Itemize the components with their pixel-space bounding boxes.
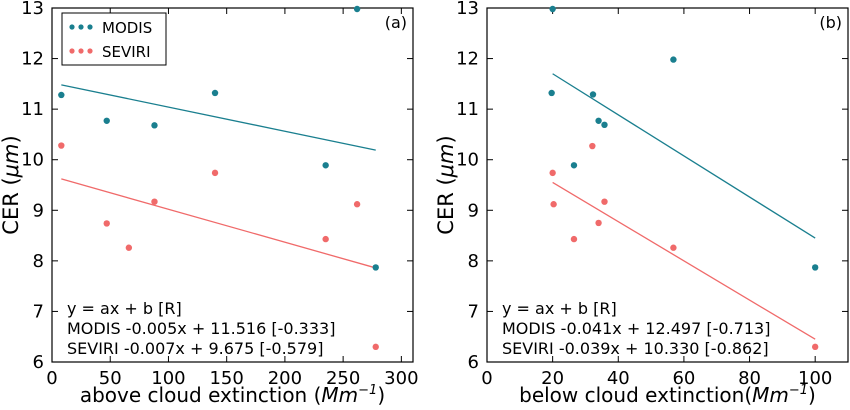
- chart-panel-a: 0 50 100 150 200 250 300 6 7 8 9 10 11 12 13 above clou…: [0, 0, 419, 407]
- modis-point: [811, 264, 819, 271]
- seviri-fit-equation: SEVIRI -0.039x + 10.330 [-0.862]: [502, 339, 769, 358]
- seviri-point: [595, 219, 602, 227]
- seviri-point: [670, 244, 677, 251]
- x-tick-label: 0: [46, 368, 57, 389]
- seviri-legend-marker: [78, 48, 84, 54]
- x-axis-label: above cloud extinction (Mm−1): [80, 383, 385, 407]
- modis-point: [570, 162, 578, 169]
- seviri-point: [211, 169, 219, 177]
- x-tick-label: 100: [798, 368, 832, 389]
- seviri-point: [322, 235, 329, 243]
- x-tick-label: 80: [738, 368, 761, 389]
- y-axis-label: CER (μm): [0, 135, 23, 234]
- modis-point: [549, 5, 556, 13]
- panel-label: (b): [819, 13, 842, 32]
- modis-legend-marker: [87, 24, 93, 30]
- y-tick-label: 9: [468, 200, 479, 221]
- modis-point: [58, 91, 65, 99]
- legend: MODIS SEVIRI: [61, 12, 167, 66]
- y-tick-label: 6: [468, 352, 479, 373]
- x-tick-label: 150: [209, 368, 243, 389]
- modis-legend-marker: [78, 24, 84, 30]
- y-tick-label: 7: [33, 301, 44, 322]
- modis-point: [548, 89, 555, 97]
- seviri-point: [58, 142, 65, 149]
- y-tick-label: 13: [21, 0, 44, 19]
- y-tick-label: 11: [456, 99, 479, 120]
- modis-point: [353, 5, 361, 13]
- seviri-point: [570, 235, 578, 243]
- panel-label: (a): [385, 13, 407, 32]
- modis-legend-marker: [69, 24, 75, 30]
- modis-point: [211, 89, 219, 97]
- x-tick-label: 50: [99, 368, 122, 389]
- modis-point: [670, 56, 677, 63]
- seviri-point: [353, 201, 361, 208]
- x-tick-label: 200: [268, 368, 302, 389]
- x-tick-label: 40: [607, 368, 630, 389]
- seviri-legend-marker: [87, 48, 93, 54]
- y-tick-label: 10: [456, 150, 479, 171]
- x-tick-label: 60: [672, 368, 695, 389]
- y-tick-label: 12: [456, 49, 479, 70]
- x-tick-label: 100: [151, 368, 185, 389]
- seviri-point: [601, 198, 608, 205]
- legend-label-modis: MODIS: [102, 19, 152, 37]
- modis-fit-line: [61, 84, 376, 151]
- seviri-point: [125, 244, 133, 251]
- y-tick-label: 11: [21, 99, 44, 120]
- x-axis-label: below cloud extinction(Mm−1): [519, 383, 816, 407]
- seviri-point: [549, 169, 556, 177]
- modis-point: [151, 122, 158, 129]
- seviri-fit-line: [552, 181, 816, 340]
- seviri-point: [103, 220, 110, 227]
- y-tick-label: 9: [33, 200, 44, 221]
- y-tick-label: 8: [33, 251, 44, 272]
- modis-point: [322, 162, 329, 169]
- chart-panel-b: 0 20 40 60 80 100 6 7 8 9 10 11 12 13 below cloud exti…: [434, 0, 849, 407]
- y-tick-label: 13: [456, 0, 479, 19]
- plot-frame: [486, 7, 849, 363]
- modis-fit-equation: MODIS -0.005x + 11.516 [-0.333]: [67, 319, 335, 338]
- y-tick-label: 12: [21, 49, 44, 70]
- x-tick-label: 0: [481, 368, 492, 389]
- y-tick-label: 7: [468, 301, 479, 322]
- seviri-fit-equation: SEVIRI -0.007x + 9.675 [-0.579]: [67, 339, 323, 358]
- seviri-point: [372, 343, 379, 351]
- seviri-point: [151, 198, 158, 205]
- x-tick-label: 20: [541, 368, 564, 389]
- legend-label-seviri: SEVIRI: [102, 43, 151, 61]
- modis-fit-line: [552, 73, 816, 239]
- legend-box: [61, 12, 167, 66]
- seviri-point: [589, 142, 596, 150]
- fit-equation-header: y = ax + b [R]: [67, 299, 182, 318]
- modis-point: [601, 121, 608, 129]
- plot-frame: [51, 7, 414, 363]
- modis-fit-equation: MODIS -0.041x + 12.497 [-0.713]: [502, 319, 770, 338]
- seviri-point: [550, 201, 557, 208]
- seviri-legend-marker: [69, 48, 75, 54]
- modis-point: [103, 117, 110, 124]
- x-tick-label: 300: [384, 368, 418, 389]
- y-tick-label: 6: [33, 352, 44, 373]
- y-axis-label: CER (μm): [434, 135, 458, 234]
- seviri-fit-line: [61, 178, 376, 269]
- fit-equation-header: y = ax + b [R]: [502, 299, 617, 318]
- y-tick-label: 10: [21, 150, 44, 171]
- x-tick-label: 250: [326, 368, 360, 389]
- y-tick-label: 8: [468, 251, 479, 272]
- modis-point: [372, 264, 379, 271]
- modis-point: [595, 117, 602, 124]
- modis-point: [589, 91, 597, 98]
- seviri-point: [811, 343, 819, 351]
